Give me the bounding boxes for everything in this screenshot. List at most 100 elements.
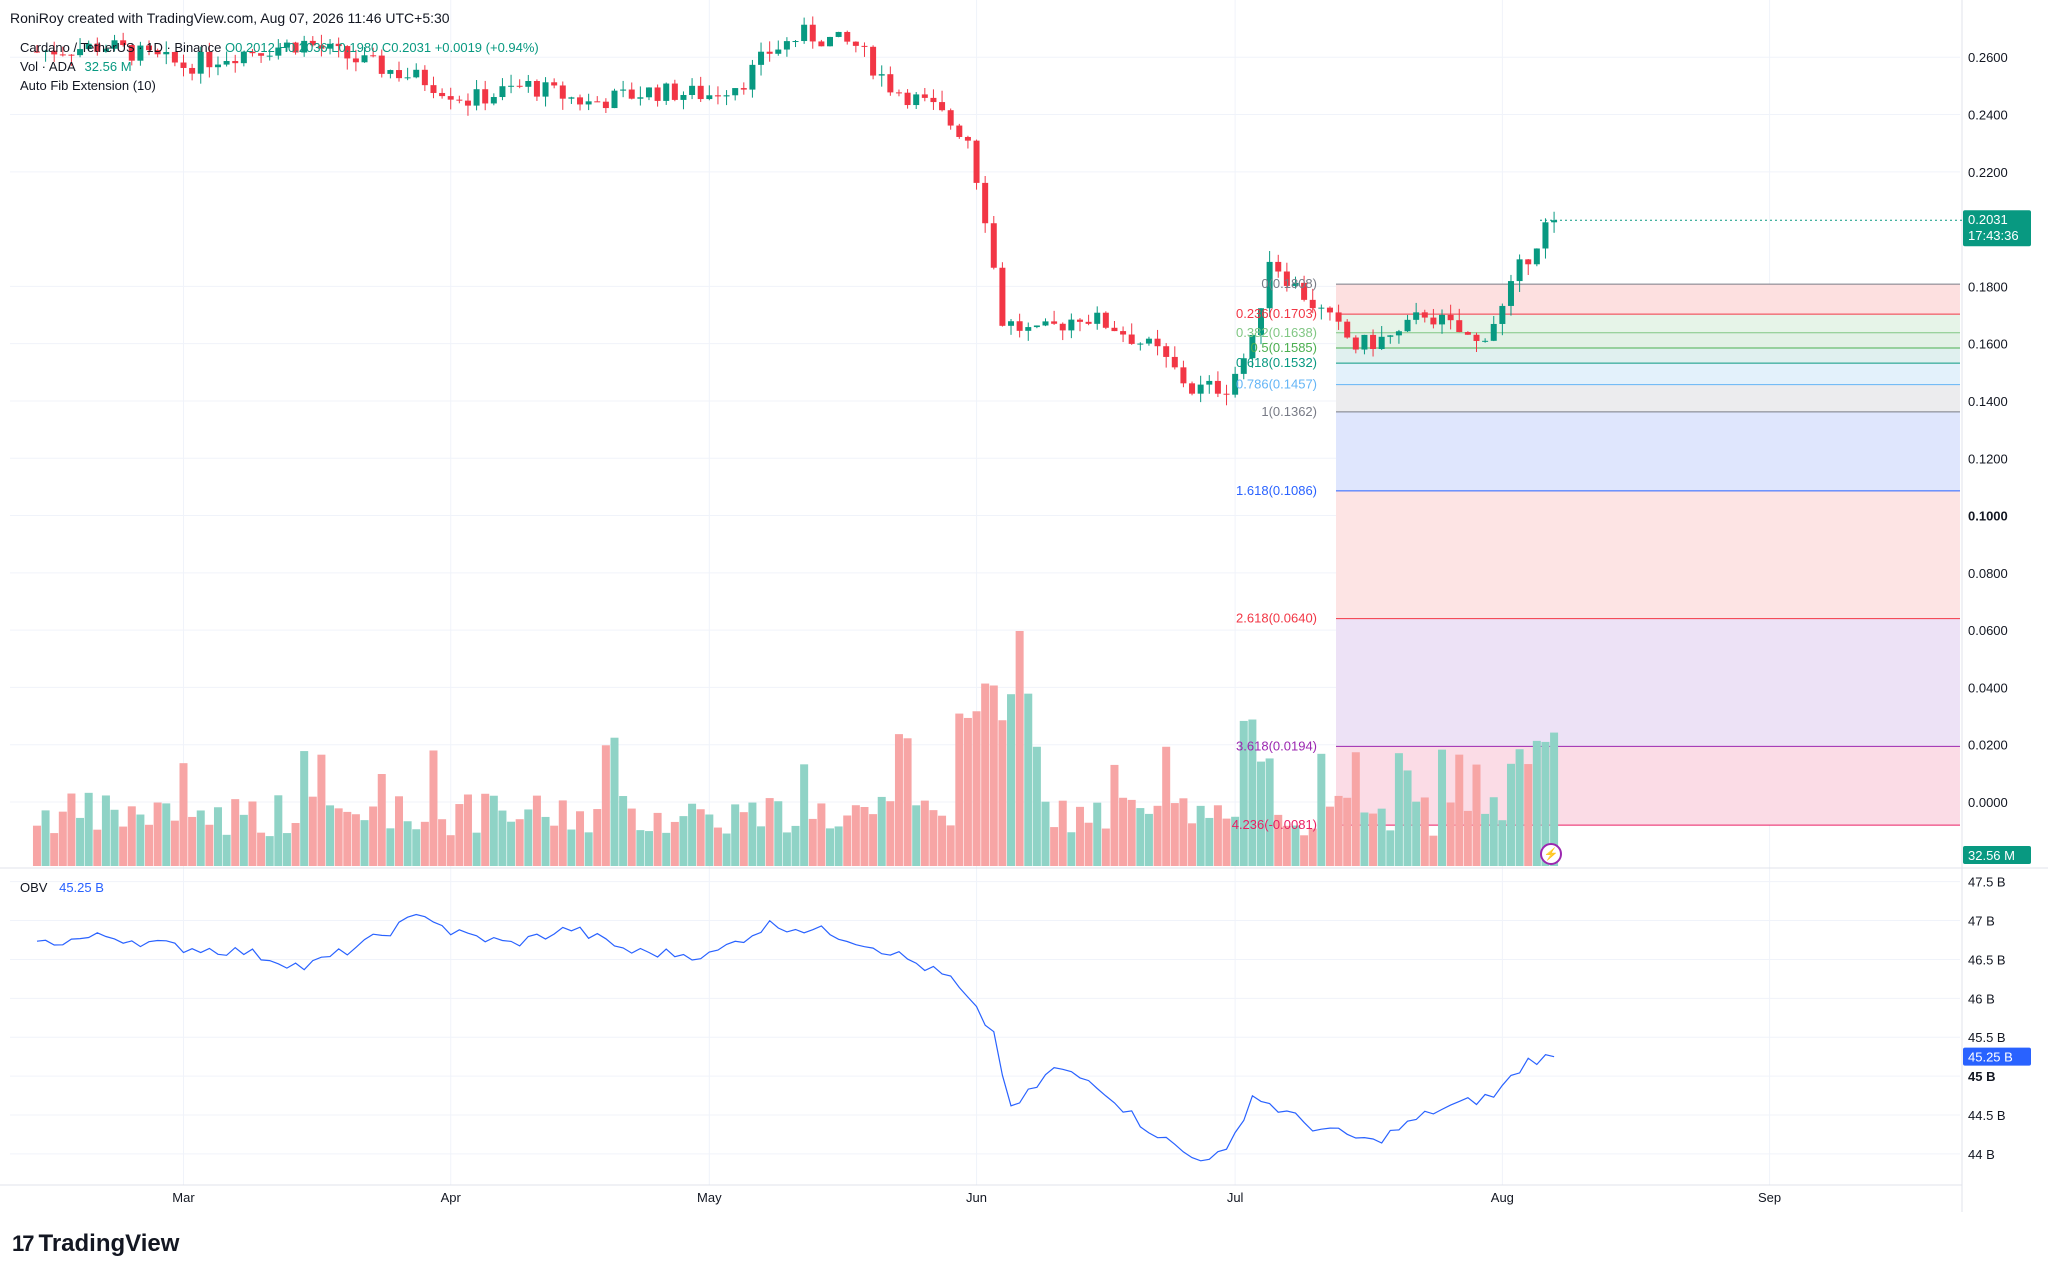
candle-body — [714, 95, 721, 97]
volume-bar — [851, 805, 860, 866]
candle-body — [1439, 314, 1446, 325]
candle-body — [990, 223, 997, 268]
volume-bar — [1369, 813, 1378, 866]
volume-bar — [739, 812, 748, 866]
volume-bar — [1041, 801, 1050, 866]
candle-body — [1163, 346, 1170, 357]
candle-body — [577, 97, 584, 105]
candle-body — [1395, 331, 1402, 336]
candle-body — [792, 41, 799, 43]
obv-tick-label: 46 B — [1968, 991, 1995, 1006]
candle-body — [680, 95, 687, 100]
volume-bar — [1412, 801, 1421, 866]
candle-body — [740, 88, 747, 90]
candle-body — [482, 89, 489, 104]
volume-bar — [1127, 799, 1136, 866]
candle-body — [421, 69, 428, 86]
volume-bar — [1196, 805, 1205, 866]
volume-bar — [1498, 820, 1507, 866]
ohlc-low: L0.1980 — [331, 40, 379, 55]
candle-body — [689, 85, 696, 96]
candle-body — [1171, 356, 1178, 368]
volume-bar — [696, 809, 705, 866]
candle-body — [197, 51, 204, 74]
candle-body — [1180, 367, 1187, 384]
symbol-legend[interactable]: Cardano / TetherUS · 1D · Binance O0.201… — [20, 40, 539, 55]
lightning-alert-icon[interactable]: ⚡ — [1540, 843, 1562, 865]
volume-bar — [1300, 835, 1309, 866]
candle-body — [1111, 327, 1118, 332]
volume-bar — [1386, 830, 1395, 866]
volume-bar — [162, 803, 171, 866]
candle-body — [861, 45, 868, 47]
volume-legend[interactable]: Vol · ADA 32.56 M — [20, 59, 132, 74]
volume-bar — [32, 825, 41, 866]
x-tick-label: May — [697, 1190, 722, 1205]
obv-tick-label: 45.5 B — [1968, 1030, 2006, 1045]
volume-bar — [50, 833, 59, 866]
candle-body — [1542, 222, 1549, 249]
volume-bar — [722, 833, 731, 866]
volume-bar — [257, 832, 266, 866]
volume-bar — [213, 807, 222, 866]
volume-bar — [343, 811, 352, 866]
volume-bar — [429, 750, 438, 866]
volume-bar — [1343, 797, 1352, 866]
obv-series-line — [36, 913, 1555, 1162]
obv-tick-label: 44 B — [1968, 1147, 1995, 1162]
volume-bar — [1093, 802, 1102, 866]
volume-bar — [843, 815, 852, 866]
volume-bar — [532, 795, 541, 866]
volume-bar — [1403, 770, 1412, 866]
candle-body — [921, 94, 928, 98]
candle-body — [1456, 320, 1463, 333]
last-price-value: 0.2031 — [1968, 212, 2008, 227]
volume-bar — [119, 826, 128, 866]
volume-bar — [1110, 764, 1119, 866]
candle-body — [214, 64, 221, 68]
volume-bar — [1170, 803, 1179, 866]
indicator-legend[interactable]: Auto Fib Extension (10) — [20, 78, 156, 93]
tradingview-logo[interactable]: 17 TradingView — [12, 1230, 179, 1258]
volume-bar — [1325, 806, 1334, 866]
volume-bar — [248, 801, 257, 866]
volume-bar — [1007, 694, 1016, 866]
candle-body — [1413, 312, 1420, 320]
candle-body — [611, 90, 618, 109]
obv-legend[interactable]: OBV 45.25 B — [20, 880, 104, 895]
candle-body — [266, 55, 273, 57]
candle-body — [982, 182, 989, 224]
candle-body — [1214, 380, 1221, 394]
x-tick-label: Aug — [1491, 1190, 1514, 1205]
candle-body — [249, 51, 256, 54]
volume-bar — [145, 824, 154, 866]
candle-body — [809, 24, 816, 42]
candle-body — [654, 87, 661, 101]
volume-bar — [507, 821, 516, 866]
tradingview-wordmark: TradingView — [38, 1230, 180, 1257]
candle-body — [1051, 321, 1058, 324]
candle-body — [51, 50, 58, 55]
volume-bar — [912, 805, 921, 866]
candle-body — [120, 40, 127, 46]
fib-level-label: 0.5(0.1585) — [1251, 340, 1318, 355]
candle-body — [154, 50, 161, 55]
candle-body — [344, 46, 351, 59]
candle-body — [964, 136, 971, 141]
x-tick-label: Sep — [1758, 1190, 1781, 1205]
candle-body — [1464, 332, 1471, 335]
candle-body — [309, 40, 316, 46]
volume-bar — [1119, 797, 1128, 866]
candle-body — [525, 81, 532, 87]
candle-body — [1378, 336, 1385, 350]
fib-zones — [1336, 283, 1960, 826]
obv-tag-value: 45.25 B — [1968, 1050, 2013, 1065]
candle-body — [1507, 281, 1514, 306]
candle-body — [1145, 338, 1152, 344]
candle-body — [1283, 271, 1290, 286]
volume-bar — [1239, 720, 1248, 866]
volume-bar — [76, 817, 85, 866]
candle-body — [801, 24, 808, 42]
fib-level-label: 0.786(0.1457) — [1236, 377, 1317, 392]
volume-bar — [1394, 753, 1403, 866]
